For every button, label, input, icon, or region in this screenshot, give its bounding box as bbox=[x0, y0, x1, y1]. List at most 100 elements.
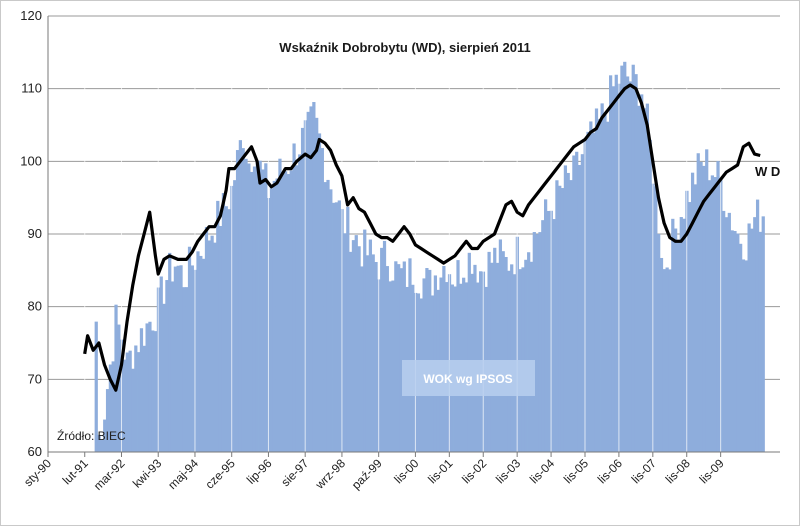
bar-wok bbox=[105, 389, 110, 452]
bar-wok bbox=[527, 252, 531, 452]
bar-wok bbox=[521, 267, 525, 452]
bar-wok bbox=[382, 240, 387, 452]
bar-wok bbox=[755, 199, 760, 452]
bar-wok bbox=[408, 258, 412, 452]
x-tick-label: lis-03 bbox=[493, 456, 523, 486]
bar-wok bbox=[679, 217, 683, 452]
bar-wok bbox=[148, 321, 152, 452]
bar-wok bbox=[323, 182, 327, 452]
bar-wok bbox=[235, 150, 240, 452]
bar-wok bbox=[111, 361, 115, 452]
bar-wok bbox=[94, 321, 98, 452]
bar-wok bbox=[145, 323, 149, 452]
bar-wok bbox=[696, 153, 700, 452]
bar-wok bbox=[122, 359, 127, 452]
bar-wok bbox=[654, 186, 658, 452]
y-tick-label: 90 bbox=[28, 226, 42, 241]
x-tick-label: paź-99 bbox=[349, 456, 385, 492]
bar-wok bbox=[187, 246, 192, 452]
bar-wok bbox=[275, 178, 279, 452]
bar-wok bbox=[162, 303, 166, 452]
bar-wok bbox=[625, 76, 630, 452]
y-tick-label: 110 bbox=[21, 81, 42, 96]
bar-wok bbox=[329, 189, 333, 453]
y-tick-label: 80 bbox=[28, 299, 42, 314]
x-tick-label: maj-94 bbox=[165, 456, 201, 492]
bar-wok bbox=[247, 163, 251, 452]
bar-wok bbox=[510, 264, 514, 452]
x-tick-label: wrz-98 bbox=[312, 456, 348, 492]
bar-wok bbox=[298, 154, 302, 452]
bar-wok bbox=[606, 121, 610, 452]
line-wd bbox=[83, 83, 761, 392]
bar-wok bbox=[292, 143, 296, 452]
bar-wok bbox=[730, 230, 734, 452]
bar-wok bbox=[131, 368, 135, 452]
bar-wok bbox=[128, 350, 132, 452]
x-tick-label: mar-92 bbox=[91, 456, 128, 493]
bar-wok bbox=[592, 132, 596, 452]
x-tick-label: lis-06 bbox=[595, 456, 625, 486]
bar-wok bbox=[399, 268, 404, 452]
bar-wok bbox=[544, 199, 548, 452]
bar-wok bbox=[558, 185, 562, 452]
bar-wok bbox=[710, 175, 714, 453]
bar-wok bbox=[589, 121, 593, 452]
bar-wok bbox=[168, 252, 172, 452]
bar-wok bbox=[363, 229, 367, 452]
bar-wok bbox=[699, 161, 703, 452]
bar-wok bbox=[204, 226, 209, 452]
bar-wok bbox=[142, 345, 146, 452]
bar-wok bbox=[690, 172, 695, 452]
bar-wok bbox=[165, 280, 169, 452]
bar-wok bbox=[631, 64, 635, 452]
bar-wok bbox=[693, 184, 698, 453]
bar-wok bbox=[371, 254, 375, 452]
x-tick-label: kwi-93 bbox=[130, 456, 165, 491]
bar-wok bbox=[674, 228, 678, 452]
bar-wok bbox=[170, 281, 175, 452]
bar-wok bbox=[597, 119, 601, 452]
bar-wok bbox=[281, 173, 285, 452]
bar-wok bbox=[555, 180, 559, 452]
bar-wok bbox=[524, 259, 528, 452]
bar-wok bbox=[538, 232, 542, 452]
bar-wok bbox=[289, 170, 293, 453]
bar-wok bbox=[402, 261, 406, 452]
bar-wok bbox=[572, 155, 576, 452]
bar-wok bbox=[213, 242, 217, 452]
x-tick-label: lis-09 bbox=[697, 456, 727, 486]
x-tick-label: lis-01 bbox=[425, 456, 455, 486]
bar-wok bbox=[713, 177, 717, 452]
bar-wok bbox=[306, 111, 310, 452]
bar-wok bbox=[238, 140, 242, 452]
bar-wok bbox=[645, 103, 649, 452]
bar-wok bbox=[346, 206, 350, 452]
bar-wok bbox=[300, 127, 305, 452]
bar-wok bbox=[566, 172, 570, 452]
bar-wok bbox=[600, 103, 604, 452]
x-tick-label: lip-96 bbox=[244, 456, 275, 487]
bar-wok bbox=[272, 180, 276, 452]
bar-wok bbox=[334, 202, 339, 452]
bar-wok bbox=[552, 219, 556, 452]
bar-wok bbox=[250, 171, 254, 452]
bar-wok bbox=[137, 352, 141, 452]
bar-wok bbox=[185, 287, 189, 452]
bar-wok bbox=[216, 200, 220, 452]
bar-wok bbox=[337, 200, 341, 452]
bar-wok bbox=[744, 260, 748, 452]
x-tick-label: sie-97 bbox=[278, 456, 311, 489]
bar-wok bbox=[309, 106, 313, 453]
bar-wok bbox=[657, 233, 661, 452]
bar-wok bbox=[648, 139, 652, 452]
bar-wok bbox=[103, 419, 107, 452]
bar-wok bbox=[380, 247, 384, 452]
bar-wok bbox=[705, 149, 709, 452]
x-tick-label: cze-95 bbox=[202, 456, 238, 492]
bar-wok bbox=[394, 261, 398, 452]
bar-wok bbox=[159, 276, 163, 452]
bar-wok bbox=[586, 131, 590, 452]
x-tick-label: sty-90 bbox=[21, 456, 54, 489]
